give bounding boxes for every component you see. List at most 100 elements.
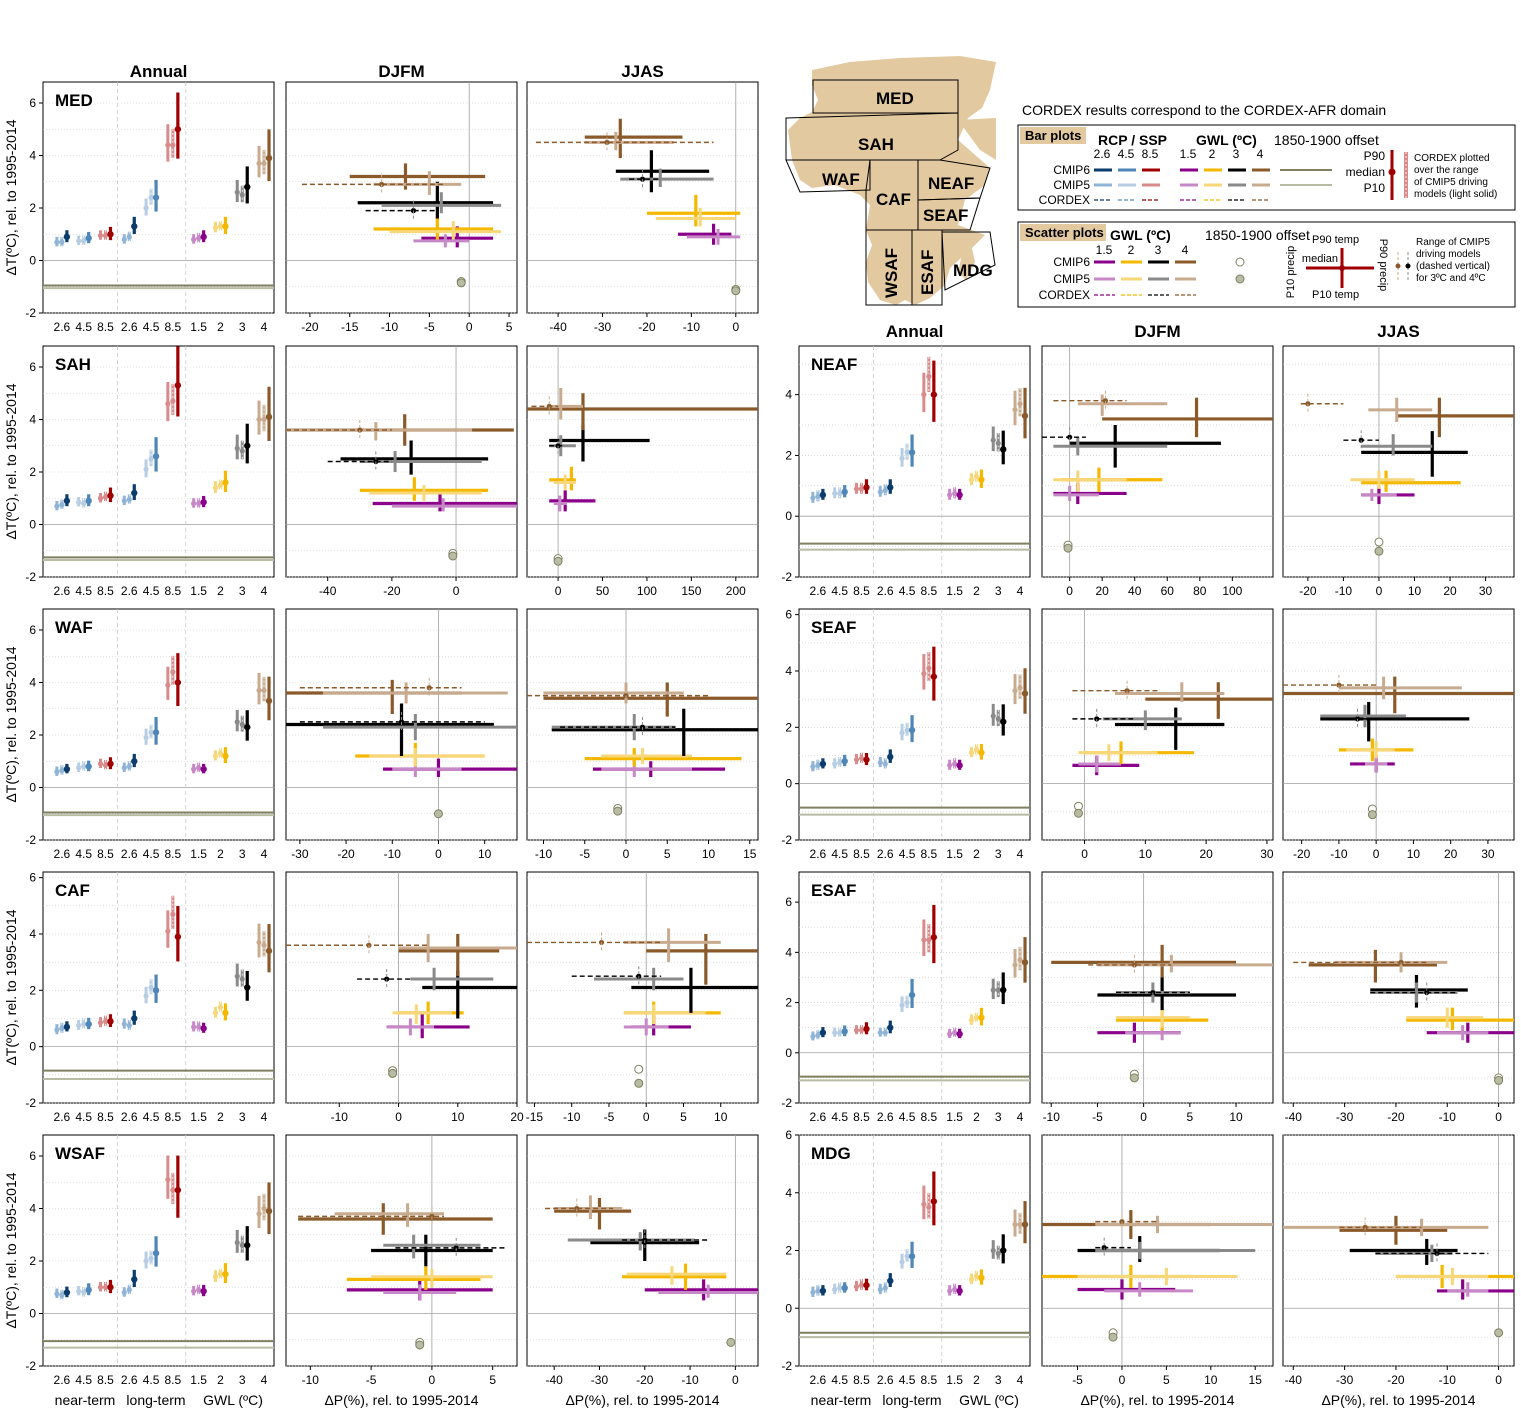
x-tick-label: 0 bbox=[1495, 1110, 1502, 1124]
x-tick-label: 2 bbox=[217, 1110, 224, 1124]
y-tick-label: 6 bbox=[785, 895, 792, 909]
bar-median-long_term-2.6 bbox=[121, 236, 127, 243]
bar-median-gwl-2 bbox=[212, 1274, 219, 1280]
y-tick-label: 2 bbox=[29, 465, 36, 479]
y-tick-label: 2 bbox=[29, 1254, 36, 1268]
bar-median-gwl-2 bbox=[968, 477, 975, 483]
legend-rcp-level: 8.5 bbox=[1142, 147, 1159, 161]
x-tick-label: 2.6 bbox=[54, 584, 71, 598]
y-tick-label: 0 bbox=[29, 1040, 36, 1054]
map-label-sah: SAH bbox=[858, 135, 894, 154]
bar-median-near_term-2.6 bbox=[810, 1033, 816, 1040]
x-tick-label: 4.5 bbox=[831, 584, 848, 598]
x-tick-label: 4 bbox=[261, 1373, 268, 1387]
bar-median-gwl-2 bbox=[212, 225, 219, 231]
rcp-ssp-title: RCP / SSP bbox=[1098, 132, 1167, 148]
bar-median-near_term-2.6 bbox=[63, 765, 71, 773]
panel-frame bbox=[285, 81, 518, 314]
region-label: CAF bbox=[55, 881, 90, 900]
offset-point-cmip5 bbox=[613, 806, 623, 816]
scatter-panel-seaf-jjas: -20 -10 0 10 20 30 bbox=[1282, 608, 1515, 861]
panel-frame bbox=[798, 871, 1031, 1104]
bar-median-long_term-8.5 bbox=[926, 665, 932, 671]
x-tick-label: 0 bbox=[1119, 1373, 1126, 1387]
legend-p10-temp: P10 temp bbox=[1312, 289, 1359, 301]
x-tick-label: -10 bbox=[302, 1373, 320, 1387]
legend: CORDEX results correspond to the CORDEX-… bbox=[1017, 102, 1516, 308]
bar-group-label-near-term: near-term bbox=[55, 1392, 116, 1408]
y-tick-label: 0 bbox=[29, 518, 36, 532]
bar-median-long_term-4.5 bbox=[148, 194, 154, 201]
bar-median-near_term-8.5 bbox=[853, 486, 860, 492]
gwl-title-bar: GWL (ºC) bbox=[1196, 132, 1257, 148]
y-tick-label: -2 bbox=[25, 570, 36, 584]
x-tick-label: 1.5 bbox=[946, 1110, 963, 1124]
bar-median-near_term-8.5 bbox=[858, 486, 865, 492]
scatter-legend-title-bg bbox=[1020, 224, 1106, 241]
bar-median-near_term-8.5 bbox=[858, 755, 865, 761]
bar-median-long_term-4.5 bbox=[899, 730, 905, 736]
x-tick-label: 20 bbox=[1199, 847, 1213, 861]
bar-median-long_term-4.5 bbox=[152, 987, 160, 994]
bar-median-gwl-2 bbox=[222, 1270, 229, 1278]
x-tick-label: 4.5 bbox=[75, 1373, 92, 1387]
map-label-esaf: ESAF bbox=[918, 250, 937, 295]
x-tick-label: 8.5 bbox=[97, 1110, 114, 1124]
x-axis-label-precip: ΔP(%), rel. to 1995-2014 bbox=[565, 1392, 719, 1408]
x-tick-label: 2 bbox=[217, 1373, 224, 1387]
bar-median-gwl-1.5 bbox=[947, 762, 953, 768]
panel-frame bbox=[1041, 608, 1274, 841]
x-tick-label: 8.5 bbox=[97, 1373, 114, 1387]
region-label: WAF bbox=[55, 618, 93, 637]
bar-median-gwl-3 bbox=[995, 440, 1001, 446]
bar-median-near_term-2.6 bbox=[815, 762, 821, 768]
bar-panel-caf: -2 0 2 4 6 2.6 4.5 8.5 2.6 4.5 8.5 1.5 2 3 4 CAF bbox=[25, 871, 275, 1124]
x-tick-label: 4.5 bbox=[75, 320, 92, 334]
bar-median-near_term-8.5 bbox=[107, 1284, 114, 1291]
x-tick-label: 2 bbox=[973, 1373, 980, 1387]
bar-median-near_term-8.5 bbox=[97, 761, 104, 767]
africa-land-shape bbox=[788, 56, 996, 305]
bar-median-near_term-2.6 bbox=[54, 769, 60, 775]
x-tick-label: 0 bbox=[395, 1110, 402, 1124]
x-tick-label: 8.5 bbox=[97, 320, 114, 334]
bar-median-long_term-2.6 bbox=[126, 1287, 132, 1293]
bar-median-long_term-8.5 bbox=[174, 679, 182, 686]
panel-frame bbox=[526, 345, 759, 578]
bar-median-gwl-1.5 bbox=[952, 490, 958, 497]
offset-point-cmip5 bbox=[1367, 810, 1377, 820]
bar-median-near_term-2.6 bbox=[54, 1291, 60, 1297]
legend-gwl-level: 2 bbox=[1209, 147, 1216, 161]
x-tick-label: 2 bbox=[217, 320, 224, 334]
bar-panel-mdg: -2 0 2 4 6 2.6 4.5 8.5 2.6 4.5 8.5 1.5 2 3 4 MDG bbox=[781, 1128, 1031, 1387]
scatter-panel-esaf-jjas: -40 -30 -20 -10 0 bbox=[1282, 871, 1515, 1124]
bar-median-gwl-4 bbox=[1012, 962, 1018, 968]
x-tick-label: -5 bbox=[424, 320, 435, 334]
scatter-legend-row-cordex: CORDEX bbox=[1039, 288, 1090, 302]
x-tick-label: 150 bbox=[681, 584, 701, 598]
cordex-domain-note: CORDEX results correspond to the CORDEX-… bbox=[1022, 102, 1386, 118]
bar-median-long_term-8.5 bbox=[165, 401, 171, 407]
bar-median-near_term-2.6 bbox=[815, 1288, 821, 1294]
bar-median-long_term-4.5 bbox=[143, 993, 149, 999]
x-tick-label: 1.5 bbox=[946, 847, 963, 861]
bar-median-gwl-3 bbox=[234, 973, 240, 979]
x-tick-label: 0 bbox=[623, 847, 630, 861]
bar-median-near_term-8.5 bbox=[102, 494, 109, 500]
bar-median-gwl-1.5 bbox=[956, 491, 963, 499]
scatter-panel-caf-djfm: -10 0 10 20 bbox=[285, 871, 524, 1124]
x-tick-label: 10 bbox=[451, 1110, 465, 1124]
x-axis-label-precip: ΔP(%), rel. to 1995-2014 bbox=[1321, 1392, 1475, 1408]
bar-median-near_term-2.6 bbox=[819, 491, 827, 499]
legend-scatter-median: median bbox=[1302, 253, 1338, 265]
x-tick-label: 8.5 bbox=[853, 1110, 870, 1124]
bar-median-near_term-8.5 bbox=[97, 1020, 104, 1026]
x-tick-label: 1.5 bbox=[946, 1373, 963, 1387]
bar-group-label-long-term: long-term bbox=[126, 1392, 185, 1408]
column-title: Annual bbox=[886, 322, 944, 341]
bar-median-gwl-1.5 bbox=[947, 492, 953, 498]
x-tick-label: 10 bbox=[1204, 1373, 1218, 1387]
bar-median-long_term-2.6 bbox=[882, 1285, 888, 1291]
x-tick-label: 4.5 bbox=[75, 1110, 92, 1124]
